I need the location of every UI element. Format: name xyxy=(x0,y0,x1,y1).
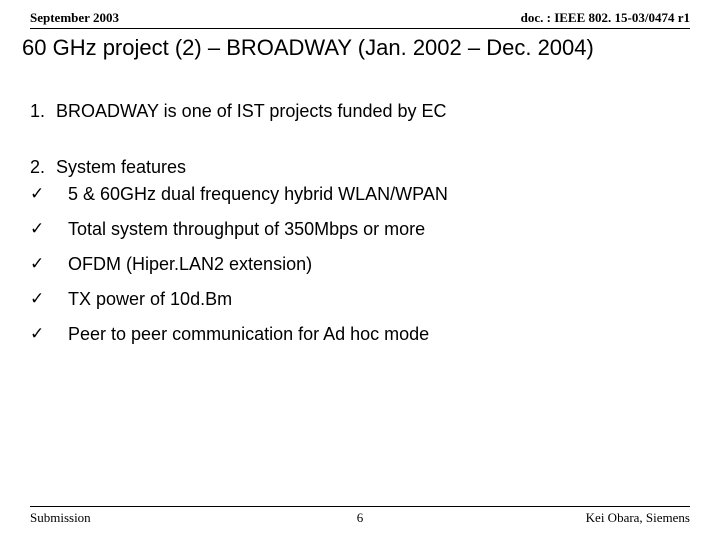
header-date: September 2003 xyxy=(30,10,119,26)
check-item: ✓ 5 & 60GHz dual frequency hybrid WLAN/W… xyxy=(30,184,690,205)
check-text: Peer to peer communication for Ad hoc mo… xyxy=(60,324,429,345)
footer-left: Submission xyxy=(30,510,91,526)
item-number: 1. xyxy=(30,101,56,122)
slide-header: September 2003 doc. : IEEE 802. 15-03/04… xyxy=(0,0,720,28)
check-icon: ✓ xyxy=(30,324,60,345)
check-item: ✓ Total system throughput of 350Mbps or … xyxy=(30,219,690,240)
check-item: ✓ OFDM (Hiper.LAN2 extension) xyxy=(30,254,690,275)
check-icon: ✓ xyxy=(30,254,60,275)
footer-page: 6 xyxy=(357,510,364,526)
check-item: ✓ TX power of 10d.Bm xyxy=(30,289,690,310)
check-icon: ✓ xyxy=(30,289,60,310)
list-item: 2. System features xyxy=(30,157,690,178)
check-text: Total system throughput of 350Mbps or mo… xyxy=(60,219,425,240)
list-item: 1. BROADWAY is one of IST projects funde… xyxy=(30,101,690,122)
footer-right: Kei Obara, Siemens xyxy=(586,510,690,526)
check-text: 5 & 60GHz dual frequency hybrid WLAN/WPA… xyxy=(60,184,448,205)
item-number: 2. xyxy=(30,157,56,178)
check-list: ✓ 5 & 60GHz dual frequency hybrid WLAN/W… xyxy=(30,184,690,345)
header-doc: doc. : IEEE 802. 15-03/0474 r1 xyxy=(521,10,690,26)
footer-rule xyxy=(30,506,690,507)
slide-title: 60 GHz project (2) – BROADWAY (Jan. 2002… xyxy=(0,29,720,61)
check-text: OFDM (Hiper.LAN2 extension) xyxy=(60,254,312,275)
item-text: System features xyxy=(56,157,186,178)
check-item: ✓ Peer to peer communication for Ad hoc … xyxy=(30,324,690,345)
check-icon: ✓ xyxy=(30,184,60,205)
slide-content: 1. BROADWAY is one of IST projects funde… xyxy=(0,61,720,345)
check-text: TX power of 10d.Bm xyxy=(60,289,232,310)
check-icon: ✓ xyxy=(30,219,60,240)
slide-footer: Submission 6 Kei Obara, Siemens xyxy=(30,506,690,526)
item-text: BROADWAY is one of IST projects funded b… xyxy=(56,101,447,122)
